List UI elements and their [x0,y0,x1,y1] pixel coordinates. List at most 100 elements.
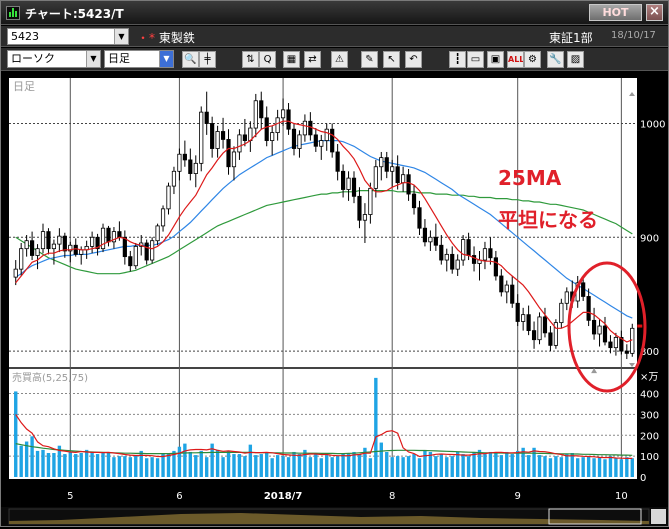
overview-scroll-button[interactable] [651,509,666,524]
volume-bar [559,457,564,477]
candle [341,170,346,190]
candle [515,302,520,322]
candle [291,128,297,149]
volume-bar [14,391,18,477]
candle [428,236,433,243]
undo-button[interactable]: ↶ [405,51,422,68]
volume-bar [406,456,411,477]
candle [597,325,602,335]
scroll-overview[interactable] [1,507,668,526]
overview-window-handle[interactable] [548,508,642,525]
hot-button[interactable]: HOT [589,4,642,21]
volume-bar [101,453,105,477]
candle [390,166,395,172]
volume-bar [210,443,214,477]
volume-bar [483,454,487,477]
scroll-down-icon[interactable] [629,363,635,367]
volume-bar [325,455,329,477]
all-button[interactable]: ALL [507,51,524,68]
zoom-chart-button[interactable]: ▣ [487,51,504,68]
candle [357,195,362,221]
volume-bar [188,451,193,477]
volume-tick-label: 200 [640,431,659,442]
volume-bar [79,453,83,477]
toolbar: ローソク ▼ 日足 ▼ 🔍 ╪ ⇅ Q ▦ ⇄ ⚠ ✎ ↖ ↶ ┇ ▭ ▣ ALL ⚙ 🔧 ▨ [1,48,668,71]
candle [444,253,449,261]
chart-type-select[interactable]: ローソク ▼ [7,50,101,68]
volume-bar [570,453,574,477]
chevron-down-icon[interactable]: ▼ [114,29,128,44]
candle [308,120,313,136]
hide-button[interactable]: ▭ [467,51,484,68]
volume-bar [95,454,100,477]
volume-bar [445,457,449,477]
volume-unit-label: ×万 [640,372,658,383]
select-pointer-button[interactable]: ↖ [383,51,400,68]
candle [259,100,264,119]
low-marker-icon [591,368,598,374]
scroll-up-icon[interactable] [629,92,635,96]
volume-bar [625,457,629,477]
symbol-code-input[interactable]: 5423 ▼ [7,28,129,45]
candle [564,291,569,304]
candle [46,231,51,250]
candle [362,214,368,221]
candle [286,109,291,130]
volume-bar [586,456,591,477]
highlight-ellipse [567,261,647,393]
x-tick-label: 9 [515,491,521,502]
close-button[interactable]: × [646,4,663,21]
indicator-button[interactable]: ⚙ [524,51,541,68]
volume-bar [106,451,111,477]
candle [526,314,531,331]
trade-button[interactable]: ⇄ [304,51,321,68]
candle [166,185,171,210]
candle-button[interactable]: ┇ [449,51,466,68]
zoom-button[interactable]: 🔍 [182,51,199,68]
warning-icon: ⚠ [335,54,344,65]
volume-bar [576,458,580,477]
volume-bar [117,456,122,477]
indicator-icon: ⚙ [528,54,537,65]
candle [275,117,280,134]
volume-bar [455,451,460,477]
candle [122,236,127,258]
color-button[interactable]: ▨ [567,51,584,68]
volume-bar [155,458,160,477]
volume-bar [221,457,225,477]
volume-bar [139,450,143,477]
market-label: 東証1部 [549,31,593,45]
compare-button[interactable]: ⇅ [242,51,259,68]
volume-bar [330,457,334,477]
chart-area[interactable]: 10009008004003002001000×万日足売買高(5,25,75)5… [1,72,668,507]
candle [455,259,460,270]
chevron-down-icon: ▼ [86,51,100,67]
candle [510,284,515,304]
draw-pen-button[interactable]: ✎ [361,51,378,68]
volume-ma-short-line [15,414,633,459]
volume-bar [144,458,149,477]
title-bar[interactable]: チャート:5423/T HOT × [1,1,668,25]
volume-bar [215,449,220,477]
settings-button[interactable]: 🔧 [547,51,564,68]
period-label: 日足 [13,80,35,93]
ma-25-line [15,139,633,319]
candle [586,296,591,321]
volume-tick-label: 400 [640,390,659,401]
alert-button[interactable]: ⚠ [331,51,348,68]
candle [231,151,237,168]
volume-tick-label: 0 [640,473,646,484]
pen-icon: ✎ [365,54,374,65]
crosshair-button[interactable]: ╪ [199,51,216,68]
candle [210,123,215,149]
candle [264,117,269,141]
period-value: 日足 [108,52,130,65]
period-select[interactable]: 日足 ▼ [104,50,174,68]
candle [204,111,209,124]
x-tick-label: 8 [389,491,395,502]
volume-bar [554,456,558,477]
zoom-chart-icon: ▣ [490,54,501,65]
candle [160,208,166,227]
grid-button[interactable]: ▦ [283,51,300,68]
search-button[interactable]: Q [259,51,276,68]
